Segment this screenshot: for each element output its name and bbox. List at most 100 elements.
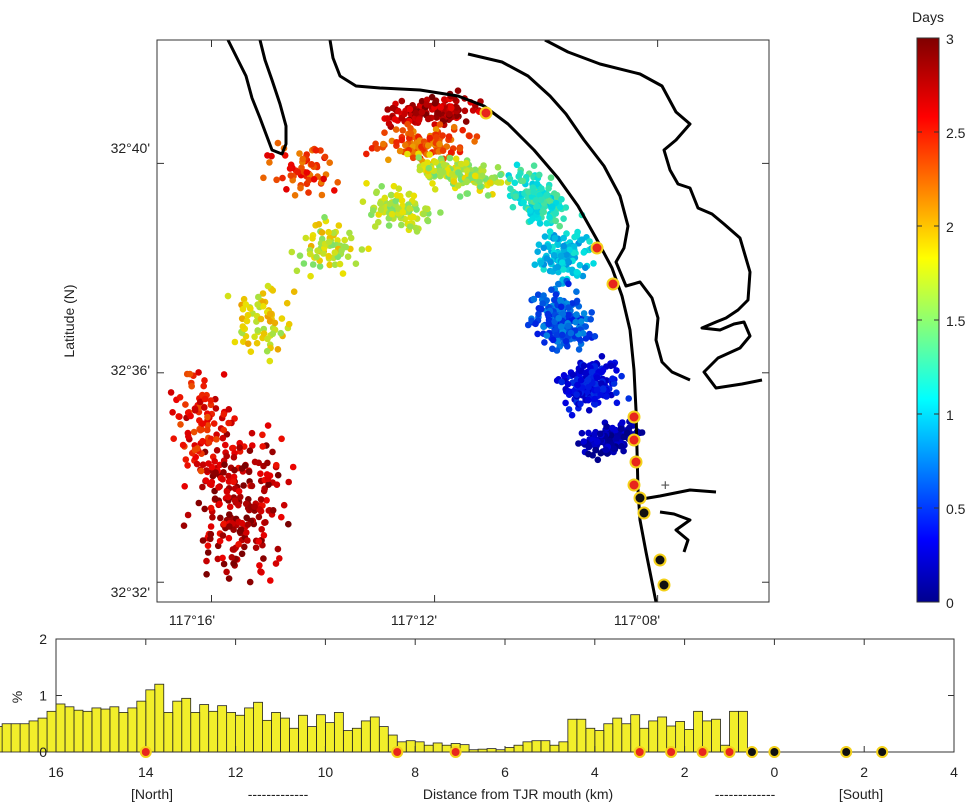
histogram-bar <box>289 728 298 752</box>
histogram-bar <box>146 690 155 752</box>
particle <box>289 249 296 256</box>
particle <box>572 319 579 326</box>
particle <box>232 339 239 346</box>
particle <box>466 133 473 140</box>
histogram-bar <box>550 745 559 752</box>
histogram-xtick-label: 8 <box>411 764 419 780</box>
particle <box>462 108 469 115</box>
particle <box>599 353 606 360</box>
histogram-bar <box>137 701 146 752</box>
histogram-bar <box>0 727 2 752</box>
particle <box>464 178 471 185</box>
particle <box>264 471 271 478</box>
map-xtick-label: 117°08' <box>614 612 660 628</box>
particle <box>370 207 377 214</box>
histogram-xtick-label: 14 <box>138 764 154 780</box>
histogram-bar <box>11 724 20 752</box>
particle <box>560 266 567 273</box>
particle <box>585 377 592 384</box>
particle <box>544 332 551 339</box>
particle <box>254 327 261 334</box>
particle <box>545 311 552 318</box>
particle <box>181 483 188 490</box>
particle <box>341 237 348 244</box>
particle <box>512 193 519 200</box>
particle <box>565 323 572 330</box>
histogram-bar <box>200 705 209 752</box>
histogram-bar <box>532 741 541 752</box>
particle <box>459 127 466 134</box>
histogram-bar <box>415 742 424 752</box>
particle <box>310 261 317 268</box>
histogram-ytick-label: 1 <box>39 688 47 704</box>
coastline <box>228 40 762 602</box>
particle <box>562 400 569 407</box>
particle <box>407 106 414 113</box>
particle <box>420 211 427 218</box>
particle <box>221 371 228 378</box>
particle <box>377 200 384 207</box>
particle <box>429 180 436 187</box>
particle <box>609 375 616 382</box>
histogram-bar <box>361 721 370 752</box>
particle <box>247 447 254 454</box>
histogram-bar <box>47 711 56 752</box>
particle <box>426 151 433 158</box>
particle <box>272 320 279 327</box>
particle <box>198 468 205 475</box>
particle <box>553 218 560 225</box>
particle <box>279 175 286 182</box>
map-xtick-label: 117°16' <box>169 612 215 628</box>
particle <box>270 331 277 338</box>
histogram-xtick-label: 12 <box>228 764 244 780</box>
particle <box>451 124 458 131</box>
histogram-bar <box>586 728 595 752</box>
histogram-bar <box>523 742 532 752</box>
particle <box>463 118 470 125</box>
south-site-marker <box>747 747 757 757</box>
particle <box>427 135 434 142</box>
histogram-bar <box>155 684 164 752</box>
particle <box>586 238 593 245</box>
histogram-panel: 16 14 12 10 8 6 4 2 0 2 4 012 % [North] ----------… <box>0 631 958 802</box>
south-site-marker <box>769 747 779 757</box>
particle <box>413 110 420 117</box>
north-site-marker <box>141 747 151 757</box>
north-site-marker <box>451 747 461 757</box>
histogram-xlabel-dashes: ------------- <box>715 786 776 802</box>
particle <box>425 142 432 149</box>
particle <box>394 192 401 199</box>
particle <box>281 502 288 509</box>
particle <box>273 560 280 567</box>
particle <box>384 115 391 122</box>
particle <box>278 514 285 521</box>
particle <box>187 371 194 378</box>
particle <box>305 189 312 196</box>
particle <box>225 494 232 501</box>
particle <box>286 321 293 328</box>
particle <box>592 447 599 454</box>
particle <box>582 264 589 271</box>
particle <box>392 198 399 205</box>
particle <box>205 542 212 549</box>
histogram-xlabel: Distance from TJR mouth (km) <box>423 786 613 802</box>
histogram-xtick-label: 2 <box>681 764 689 780</box>
particle <box>487 179 494 186</box>
particle <box>213 405 220 412</box>
particle <box>531 162 538 169</box>
histogram-bar <box>128 708 137 752</box>
particle <box>578 377 585 384</box>
particle <box>208 531 215 538</box>
particle <box>611 445 618 452</box>
histogram-bar <box>433 743 442 752</box>
histogram-bar <box>101 709 110 752</box>
particle <box>520 178 527 185</box>
particle <box>192 407 199 414</box>
histogram-bar <box>334 712 343 752</box>
histogram-xtick-label: 4 <box>591 764 599 780</box>
particle <box>639 429 646 436</box>
particle <box>258 496 265 503</box>
particle <box>495 179 502 186</box>
particle <box>236 488 243 495</box>
